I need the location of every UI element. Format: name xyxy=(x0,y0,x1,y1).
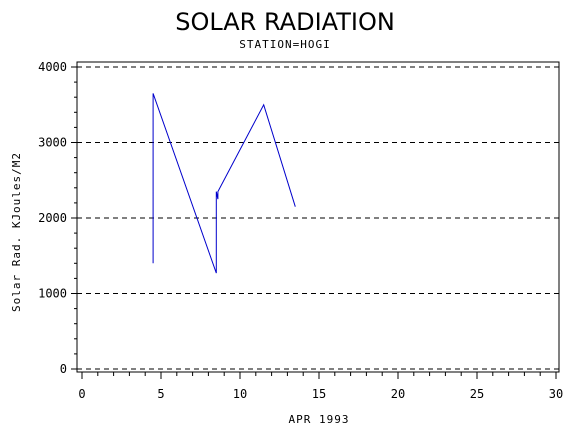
plot-frame xyxy=(76,61,560,373)
x-axis: 0 5 10 15 20 25 30 xyxy=(78,372,563,401)
chart-title: SOLAR RADIATION xyxy=(175,8,395,36)
x-tick-label: 0 xyxy=(78,387,85,401)
y-axis: 0 1000 2000 3000 4000 xyxy=(38,60,77,376)
x-tick-label: 20 xyxy=(391,387,405,401)
chart-subtitle: STATION=HOGI xyxy=(239,38,330,51)
y-tick-label: 3000 xyxy=(38,136,67,150)
x-tick-label: 15 xyxy=(312,387,326,401)
y-tick-label: 4000 xyxy=(38,60,67,74)
y-tick-label: 2000 xyxy=(38,211,67,225)
x-tick-label: 30 xyxy=(549,387,563,401)
x-tick-label: 25 xyxy=(470,387,484,401)
y-tick-label: 1000 xyxy=(38,287,67,301)
series-line xyxy=(152,93,296,274)
x-tick-label: 10 xyxy=(233,387,247,401)
y-axis-label: Solar Rad. KJoules/M2 xyxy=(10,152,23,312)
series xyxy=(152,93,296,274)
grid xyxy=(77,66,559,370)
x-tick-label: 5 xyxy=(157,387,164,401)
y-tick-label: 0 xyxy=(60,362,67,376)
x-axis-label: APR 1993 xyxy=(289,413,350,426)
